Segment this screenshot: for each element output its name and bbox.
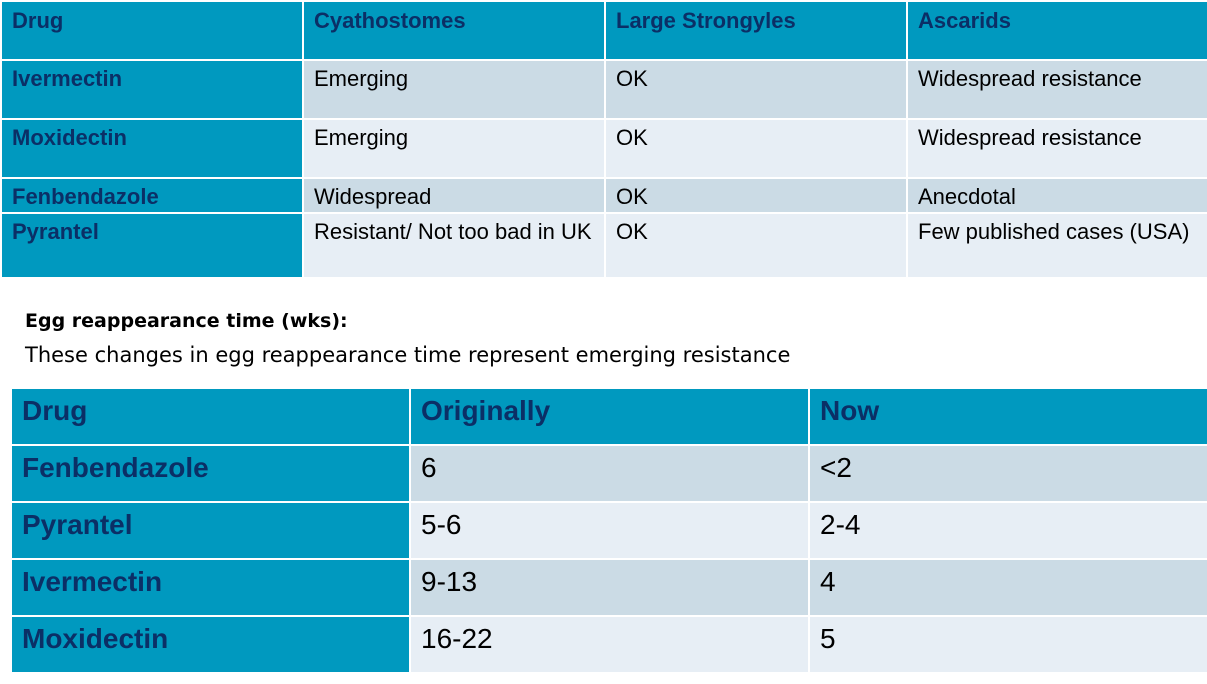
table-cell: OK bbox=[604, 177, 908, 214]
drug-name-cell: Moxidectin bbox=[10, 615, 411, 674]
table-row: Ivermectin Emerging OK Widespread resist… bbox=[0, 59, 1207, 120]
table-cell: 16-22 bbox=[409, 615, 810, 674]
drug-name-cell: Fenbendazole bbox=[10, 444, 411, 503]
table-cell: Resistant/ Not too bad in UK bbox=[302, 212, 606, 279]
table-header-row: Drug Cyathostomes Large Strongyles Ascar… bbox=[0, 0, 1207, 61]
resistance-table: Drug Cyathostomes Large Strongyles Ascar… bbox=[0, 0, 1207, 279]
table-cell: Emerging bbox=[302, 59, 606, 120]
column-header-large-strongyles: Large Strongyles bbox=[604, 0, 908, 61]
table-cell: 5 bbox=[808, 615, 1207, 674]
drug-name-cell: Moxidectin bbox=[0, 118, 304, 179]
column-header-cyathostomes: Cyathostomes bbox=[302, 0, 606, 61]
section-subtitle: These changes in egg reappearance time r… bbox=[25, 343, 791, 367]
table-row: Fenbendazole 6 <2 bbox=[10, 444, 1207, 503]
table-cell: Emerging bbox=[302, 118, 606, 179]
column-header-ascarids: Ascarids bbox=[906, 0, 1207, 61]
table-row: Moxidectin 16-22 5 bbox=[10, 615, 1207, 674]
table-row: Fenbendazole Widespread OK Anecdotal bbox=[0, 177, 1207, 214]
drug-name-cell: Pyrantel bbox=[0, 212, 304, 279]
table-cell: OK bbox=[604, 118, 908, 179]
table-cell: Widespread bbox=[302, 177, 606, 214]
table-cell: Few published cases (USA) bbox=[906, 212, 1207, 279]
table-cell: 6 bbox=[409, 444, 810, 503]
table-cell: 9-13 bbox=[409, 558, 810, 617]
table-cell: <2 bbox=[808, 444, 1207, 503]
column-header-drug: Drug bbox=[10, 387, 411, 446]
table-row: Ivermectin 9-13 4 bbox=[10, 558, 1207, 617]
table-header-row: Drug Originally Now bbox=[10, 387, 1207, 446]
drug-name-cell: Ivermectin bbox=[0, 59, 304, 120]
table-cell: Widespread resistance bbox=[906, 118, 1207, 179]
table-cell: OK bbox=[604, 212, 908, 279]
column-header-drug: Drug bbox=[0, 0, 304, 61]
table-cell: 2-4 bbox=[808, 501, 1207, 560]
table-cell: 4 bbox=[808, 558, 1207, 617]
column-header-originally: Originally bbox=[409, 387, 810, 446]
table-cell: OK bbox=[604, 59, 908, 120]
table-row: Pyrantel 5-6 2-4 bbox=[10, 501, 1207, 560]
egg-reappearance-table: Drug Originally Now Fenbendazole 6 <2 Py… bbox=[10, 387, 1207, 674]
table-cell: Widespread resistance bbox=[906, 59, 1207, 120]
drug-name-cell: Fenbendazole bbox=[0, 177, 304, 214]
drug-name-cell: Pyrantel bbox=[10, 501, 411, 560]
section-heading: Egg reappearance time (wks): bbox=[25, 310, 348, 332]
table-row: Pyrantel Resistant/ Not too bad in UK OK… bbox=[0, 212, 1207, 279]
column-header-now: Now bbox=[808, 387, 1207, 446]
drug-name-cell: Ivermectin bbox=[10, 558, 411, 617]
table-cell: Anecdotal bbox=[906, 177, 1207, 214]
table-row: Moxidectin Emerging OK Widespread resist… bbox=[0, 118, 1207, 179]
table-cell: 5-6 bbox=[409, 501, 810, 560]
